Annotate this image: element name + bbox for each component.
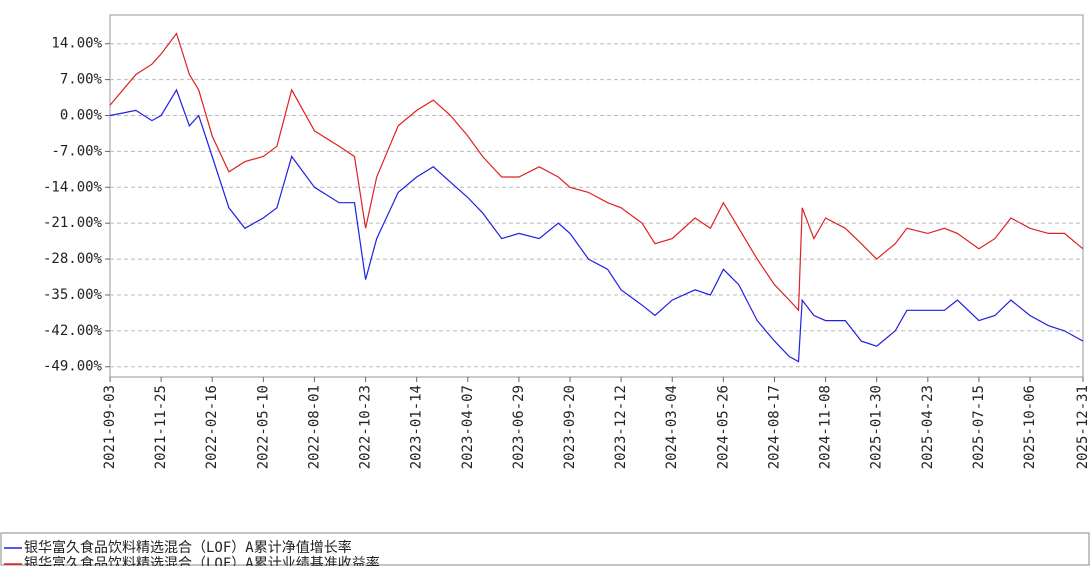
x-tick-label: 2022-05-10 <box>255 385 271 469</box>
series-line <box>109 32 1084 312</box>
x-tick-label: 2023-04-07 <box>460 385 476 469</box>
y-tick-label: -28.00% <box>43 251 103 267</box>
x-tick-label: 2023-06-29 <box>511 385 527 469</box>
y-tick-label: 14.00% <box>51 36 102 52</box>
y-tick-label: 7.00% <box>60 72 103 88</box>
y-tick-label: -42.00% <box>43 323 103 339</box>
x-tick-label: 2024-03-04 <box>664 385 680 469</box>
x-tick-label: 2025-07-15 <box>971 385 987 469</box>
x-tick-label: 2023-09-20 <box>562 385 578 469</box>
y-tick-label: -35.00% <box>43 287 103 303</box>
x-tick-label: 2024-11-08 <box>818 385 834 469</box>
x-tick-label: 2023-01-14 <box>409 385 425 469</box>
y-tick-label: -21.00% <box>43 215 103 231</box>
x-tick-label: 2025-04-23 <box>920 385 936 469</box>
x-tick-label: 2022-02-16 <box>204 385 220 469</box>
x-tick-label: 2023-12-12 <box>613 385 629 469</box>
x-tick-label: 2022-08-01 <box>306 385 322 469</box>
series-line <box>109 88 1084 363</box>
legend-label: 银华富久食品饮料精选混合（LOF）A累计净值增长率 <box>24 539 352 556</box>
legend-box <box>0 532 1090 566</box>
x-tick-label: 2022-10-23 <box>358 385 374 469</box>
y-tick-label: -7.00% <box>51 143 102 159</box>
y-tick-label: -49.00% <box>43 359 103 375</box>
x-tick-label: 2025-01-30 <box>869 385 885 469</box>
x-tick-label: 2021-11-25 <box>153 385 169 469</box>
plot-area <box>109 14 1084 378</box>
x-tick-label: 2021-09-03 <box>102 385 118 469</box>
y-tick-label: -14.00% <box>43 179 103 195</box>
x-tick-label: 2025-12-31 <box>1075 385 1090 469</box>
y-tick-label: 0.00% <box>60 107 103 123</box>
legend-label: 银华富久食品饮料精选混合（LOF）A累计业绩基准收益率 <box>24 555 380 566</box>
x-tick-label: 2024-05-26 <box>715 385 731 469</box>
x-tick-label: 2024-08-17 <box>766 385 782 469</box>
x-tick-label: 2025-10-06 <box>1022 385 1038 469</box>
